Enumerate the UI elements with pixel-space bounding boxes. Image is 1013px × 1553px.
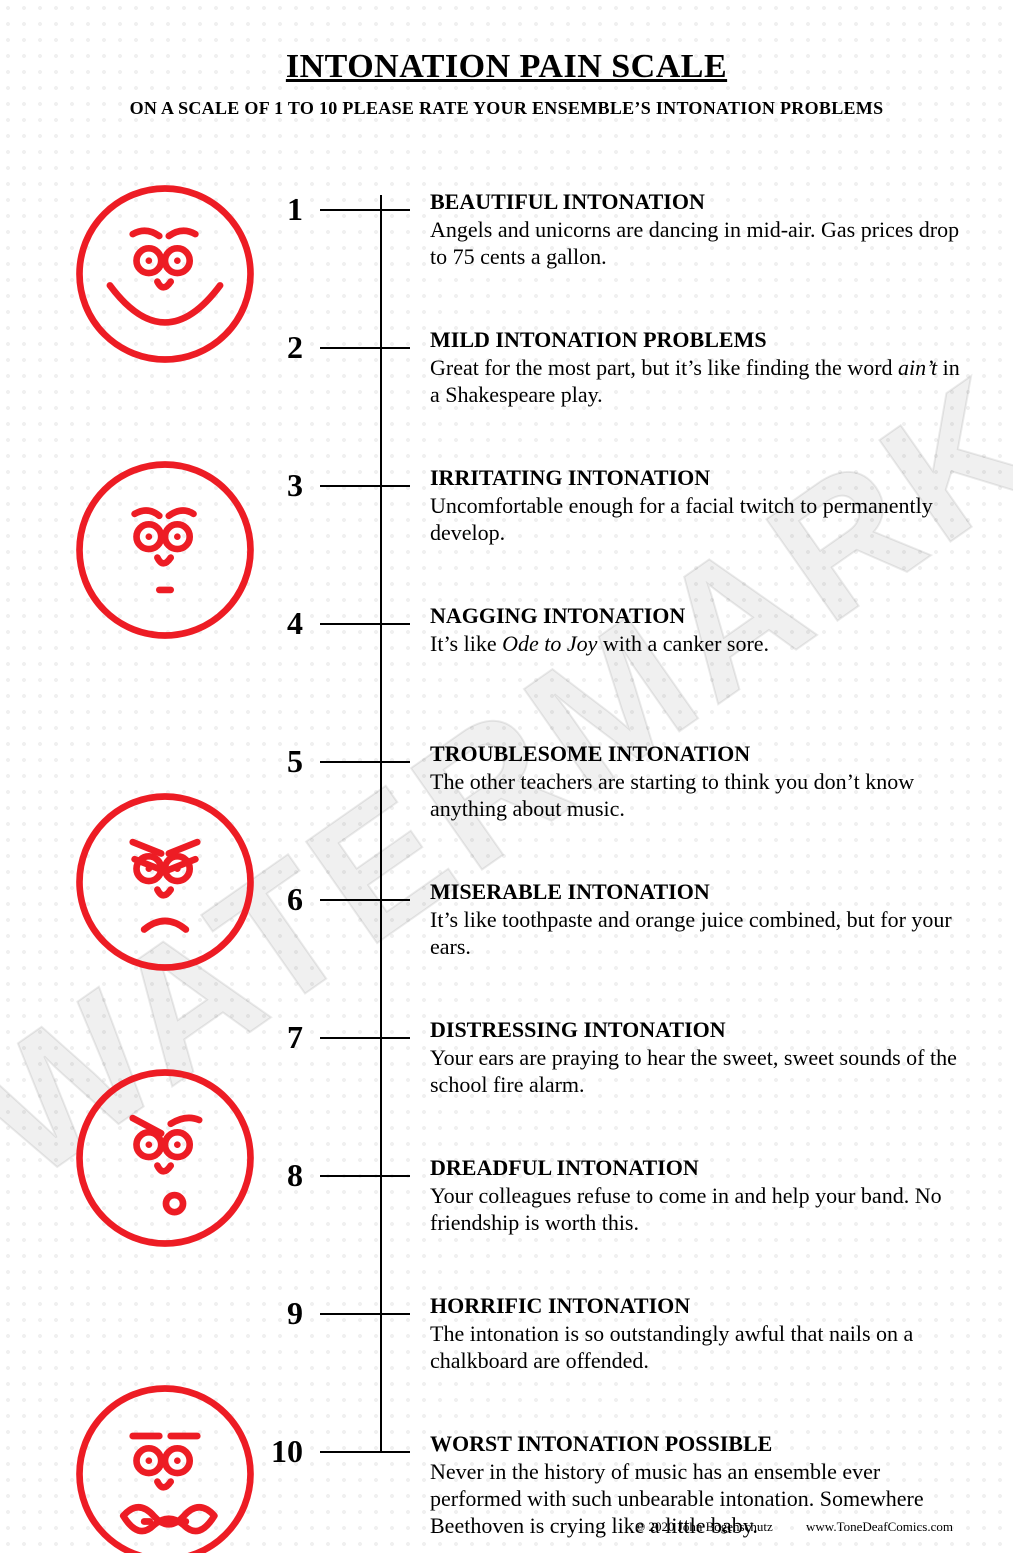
entry-description: Great for the most part, but it’s like f…	[430, 355, 960, 409]
scale-number: 8	[263, 1157, 303, 1194]
scale-tick	[320, 209, 410, 211]
scale-number: 9	[263, 1295, 303, 1332]
scale-entry: HORRIFIC INTONATIONThe intonation is so …	[430, 1293, 960, 1375]
entry-title: DREADFUL INTONATION	[430, 1155, 960, 1181]
scale-entry: DISTRESSING INTONATIONYour ears are pray…	[430, 1017, 960, 1099]
entry-title: DISTRESSING INTONATION	[430, 1017, 960, 1043]
scale-number: 10	[263, 1433, 303, 1470]
scale-tick	[320, 347, 410, 349]
scale-tick	[320, 1313, 410, 1315]
face-neutral-icon	[70, 455, 260, 645]
page-title: INTONATION PAIN SCALE	[0, 48, 1013, 86]
scale-tick	[320, 485, 410, 487]
face-happy-icon	[70, 179, 260, 369]
entry-title: HORRIFIC INTONATION	[430, 1293, 960, 1319]
scale-vertical-line	[380, 195, 382, 1453]
scale-entry: NAGGING INTONATIONIt’s like Ode to Joy w…	[430, 603, 960, 658]
scale-number: 4	[263, 605, 303, 642]
scale-number: 5	[263, 743, 303, 780]
entry-description: Uncomfortable enough for a facial twitch…	[430, 493, 960, 547]
page-subtitle: ON A SCALE OF 1 TO 10 PLEASE RATE YOUR E…	[0, 98, 1013, 119]
scale-number: 2	[263, 329, 303, 366]
scale-number: 7	[263, 1019, 303, 1056]
footer: © 2020 John Bogenschutz www.ToneDeafComi…	[605, 1519, 953, 1535]
entry-description: Angels and unicorns are dancing in mid-a…	[430, 217, 960, 271]
scale-area: 1 BEAUTIFUL INTONATIONAngels and unicorns…	[0, 179, 1013, 1489]
scale-tick	[320, 1451, 410, 1453]
entry-description: Your ears are praying to hear the sweet,…	[430, 1045, 960, 1099]
scale-entry: BEAUTIFUL INTONATIONAngels and unicorns …	[430, 189, 960, 271]
scale-tick	[320, 1037, 410, 1039]
entry-description: It’s like toothpaste and orange juice co…	[430, 907, 960, 961]
entry-description: The other teachers are starting to think…	[430, 769, 960, 823]
entry-title: BEAUTIFUL INTONATION	[430, 189, 960, 215]
footer-link: www.ToneDeafComics.com	[806, 1519, 953, 1534]
entry-title: MILD INTONATION PROBLEMS	[430, 327, 960, 353]
footer-copyright: © 2020 John Bogenschutz	[635, 1519, 772, 1534]
entry-description: It’s like Ode to Joy with a canker sore.	[430, 631, 960, 658]
scale-number: 1	[263, 191, 303, 228]
scale-number: 6	[263, 881, 303, 918]
scale-entry: TROUBLESOME INTONATIONThe other teachers…	[430, 741, 960, 823]
entry-title: WORST INTONATION POSSIBLE	[430, 1431, 960, 1457]
scale-entry: DREADFUL INTONATIONYour colleagues refus…	[430, 1155, 960, 1237]
face-annoyed-icon	[70, 787, 260, 977]
scale-entry: IRRITATING INTONATIONUncomfortable enoug…	[430, 465, 960, 547]
entry-title: IRRITATING INTONATION	[430, 465, 960, 491]
scale-number: 3	[263, 467, 303, 504]
entry-description: The intonation is so outstandingly awful…	[430, 1321, 960, 1375]
scale-tick	[320, 761, 410, 763]
scale-entry: MISERABLE INTONATIONIt’s like toothpaste…	[430, 879, 960, 961]
entry-title: TROUBLESOME INTONATION	[430, 741, 960, 767]
scale-tick	[320, 899, 410, 901]
entry-title: NAGGING INTONATION	[430, 603, 960, 629]
face-angry-icon	[70, 1063, 260, 1253]
scale-tick	[320, 623, 410, 625]
header: INTONATION PAIN SCALE ON A SCALE OF 1 TO…	[0, 0, 1013, 119]
scale-tick	[320, 1175, 410, 1177]
entry-description: Your colleagues refuse to come in and he…	[430, 1183, 960, 1237]
scale-entry: MILD INTONATION PROBLEMSGreat for the mo…	[430, 327, 960, 409]
face-worst-icon	[70, 1379, 260, 1553]
entry-title: MISERABLE INTONATION	[430, 879, 960, 905]
